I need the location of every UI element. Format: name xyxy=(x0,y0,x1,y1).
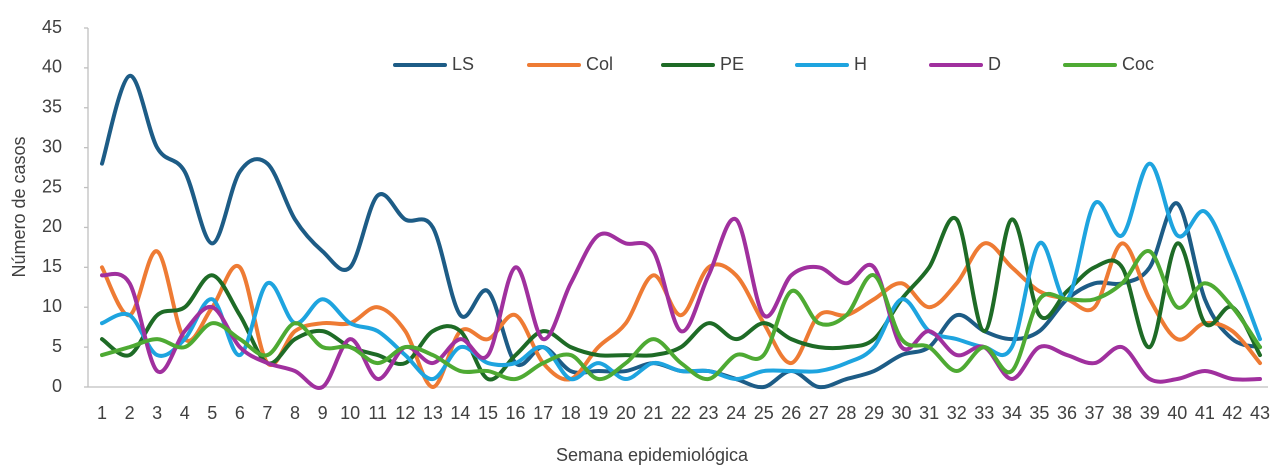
x-tick-label: 24 xyxy=(726,403,746,423)
x-tick-label: 34 xyxy=(1002,403,1022,423)
x-tick-label: 42 xyxy=(1222,403,1242,423)
x-tick-label: 22 xyxy=(671,403,691,423)
x-tick-label: 36 xyxy=(1057,403,1077,423)
x-tick-label: 8 xyxy=(290,403,300,423)
x-tick-label: 7 xyxy=(262,403,272,423)
x-tick-label: 18 xyxy=(561,403,581,423)
legend-label: Coc xyxy=(1122,54,1154,74)
x-tick-label: 40 xyxy=(1167,403,1187,423)
y-axis-label: Número de casos xyxy=(9,136,29,277)
x-tick-label: 3 xyxy=(152,403,162,423)
x-tick-label: 1 xyxy=(97,403,107,423)
y-tick-label: 0 xyxy=(52,376,62,396)
x-tick-label: 29 xyxy=(864,403,884,423)
legend-label: PE xyxy=(720,54,744,74)
legend-label: H xyxy=(854,54,867,74)
x-tick-label: 10 xyxy=(340,403,360,423)
x-tick-label: 9 xyxy=(318,403,328,423)
series-line xyxy=(100,215,1262,382)
x-tick-label: 38 xyxy=(1112,403,1132,423)
x-tick-label: 21 xyxy=(643,403,663,423)
y-tick-label: 10 xyxy=(42,296,62,316)
y-tick-label: 30 xyxy=(42,136,62,156)
x-tick-label: 31 xyxy=(919,403,939,423)
y-tick-label: 15 xyxy=(42,256,62,276)
x-tick-label: 16 xyxy=(506,403,526,423)
x-tick-label: 20 xyxy=(616,403,636,423)
y-tick-label: 40 xyxy=(42,57,62,77)
legend-label: LS xyxy=(452,54,474,74)
y-tick-label: 5 xyxy=(52,336,62,356)
x-tick-label: 35 xyxy=(1029,403,1049,423)
x-tick-label: 27 xyxy=(809,403,829,423)
x-tick-label: 43 xyxy=(1250,403,1270,423)
x-tick-label: 26 xyxy=(781,403,801,423)
series-line xyxy=(100,249,1262,382)
legend-label: D xyxy=(988,54,1001,74)
x-tick-label: 15 xyxy=(478,403,498,423)
series-line xyxy=(100,217,1262,390)
x-tick-label: 13 xyxy=(423,403,443,423)
x-tick-label: 6 xyxy=(235,403,245,423)
y-tick-label: 35 xyxy=(42,97,62,117)
x-tick-label: 2 xyxy=(125,403,135,423)
x-tick-label: 41 xyxy=(1195,403,1215,423)
legend-label: Col xyxy=(586,54,613,74)
x-tick-label: 5 xyxy=(207,403,217,423)
x-tick-label: 33 xyxy=(974,403,994,423)
x-tick-label: 4 xyxy=(180,403,190,423)
x-tick-label: 11 xyxy=(368,403,387,423)
x-tick-label: 30 xyxy=(892,403,912,423)
x-tick-label: 23 xyxy=(699,403,719,423)
y-tick-label: 45 xyxy=(42,17,62,37)
x-axis-label: Semana epidemiológica xyxy=(556,445,749,465)
x-tick-label: 25 xyxy=(754,403,774,423)
x-tick-label: 28 xyxy=(836,403,856,423)
x-tick-label: 17 xyxy=(533,403,553,423)
x-tick-label: 12 xyxy=(395,403,415,423)
x-tick-label: 37 xyxy=(1085,403,1105,423)
x-tick-label: 14 xyxy=(450,403,470,423)
x-tick-label: 39 xyxy=(1140,403,1160,423)
x-tick-label: 32 xyxy=(947,403,967,423)
y-tick-label: 25 xyxy=(42,176,62,196)
x-tick-label: 19 xyxy=(588,403,608,423)
y-tick-label: 20 xyxy=(42,216,62,236)
